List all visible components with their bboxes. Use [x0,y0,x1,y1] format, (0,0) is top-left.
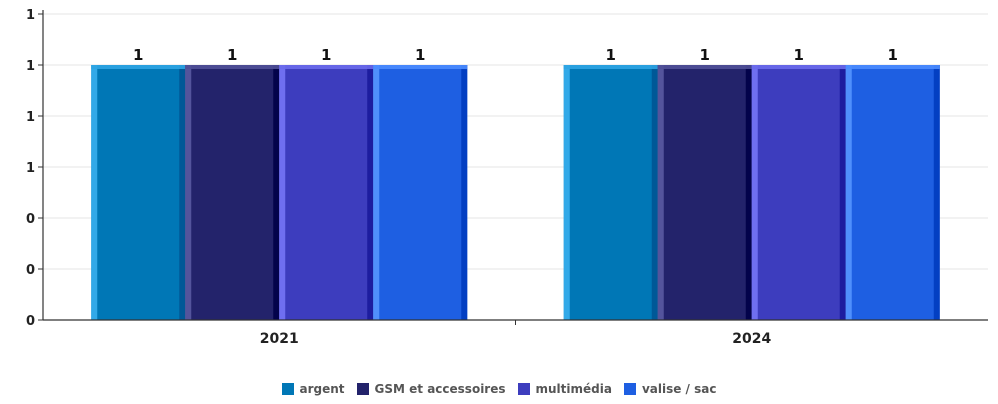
bar-top-bevel [185,65,280,69]
bar-body [751,65,846,320]
bar-top-bevel [373,65,468,69]
y-tick-label: 1 [26,110,35,125]
bar-highlight [751,65,758,320]
legend-label: multimédia [535,382,612,396]
legend-item[interactable]: argent [281,382,345,396]
bar-shadow [745,65,752,320]
legend-swatch [281,383,294,395]
bar-highlight [185,65,192,320]
bar-highlight [845,65,852,320]
bar-value-label: 1 [700,46,710,64]
bar: 1 [657,46,752,320]
bar-body [657,65,752,320]
bar-shadow [179,65,186,320]
legend-label: valise / sac [641,382,717,396]
bar-shadow [273,65,280,320]
bar-body [185,65,280,320]
legend-swatch [356,383,369,395]
y-tick-label: 1 [26,8,35,23]
bar-shadow [933,65,940,320]
bars-group: 1 1 1 1 1 1 1 1 [91,46,940,320]
legend-swatch [517,383,530,395]
bar-value-label: 1 [133,46,143,64]
legend-label: GSM et accessoires [374,382,506,396]
bar-shadow [839,65,846,320]
bar: 1 [185,46,280,320]
bar-value-label: 1 [321,46,331,64]
x-tick-label: 2024 [732,331,771,347]
y-axis-ticks: 0 0 0 1 1 1 1 [26,8,43,329]
bar-body [563,65,658,320]
legend-label: argent [299,382,345,396]
bar-value-label: 1 [888,46,898,64]
bar-body [373,65,468,320]
bar: 1 [563,46,658,320]
x-axis-ticks: 2021 2024 [260,320,771,347]
bar-shadow [461,65,468,320]
bar-shadow [367,65,374,320]
bar-value-label: 1 [794,46,804,64]
bar-highlight [279,65,286,320]
y-tick-label: 1 [26,161,35,176]
bar: 1 [845,46,940,320]
bar-highlight [91,65,98,320]
bar-top-bevel [751,65,846,69]
bar-value-label: 1 [227,46,237,64]
legend-item[interactable]: GSM et accessoires [356,382,506,396]
x-tick-label: 2021 [260,331,299,347]
bar-body [279,65,374,320]
bar-body [91,65,186,320]
bar-highlight [657,65,664,320]
bar-top-bevel [279,65,374,69]
legend-swatch [623,383,636,395]
y-tick-label: 0 [26,212,35,227]
bar-value-label: 1 [606,46,616,64]
y-tick-label: 0 [26,314,35,329]
bar-highlight [373,65,380,320]
bar: 1 [91,46,186,320]
bar-shadow [651,65,658,320]
bar-top-bevel [91,65,186,69]
bar-top-bevel [845,65,940,69]
bar-top-bevel [563,65,658,69]
bar: 1 [279,46,374,320]
bar-value-label: 1 [415,46,425,64]
y-tick-label: 1 [26,59,35,74]
bar-highlight [563,65,570,320]
legend-item[interactable]: multimédia [517,382,612,396]
legend-item[interactable]: valise / sac [623,382,717,396]
chart-legend: argent GSM et accessoires multimédia valise… [0,382,998,396]
bar-top-bevel [657,65,752,69]
bar: 1 [751,46,846,320]
bar-body [845,65,940,320]
bar: 1 [373,46,468,320]
y-tick-label: 0 [26,263,35,278]
